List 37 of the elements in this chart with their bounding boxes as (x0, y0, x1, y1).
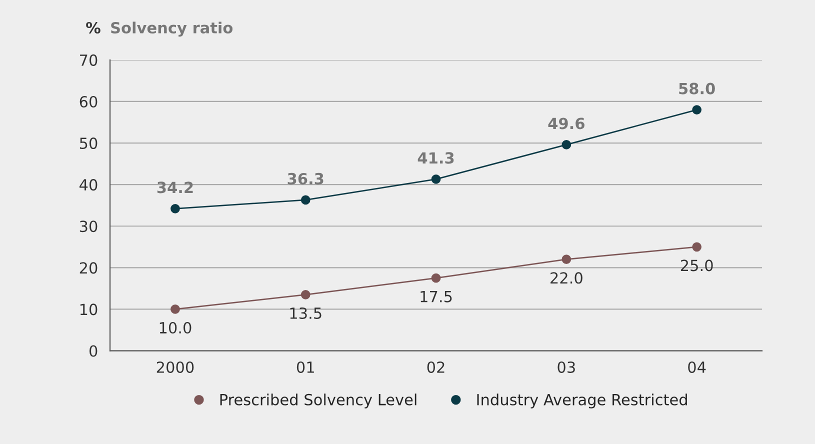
y-axis-title: % (86, 22, 100, 34)
x-tick-label: 01 (296, 361, 314, 374)
data-label: 25.0 (680, 260, 713, 272)
data-label: 58.0 (679, 82, 715, 94)
x-tick-label: 02 (427, 361, 444, 374)
point (300, 195, 310, 205)
data-label: 10.0 (160, 322, 192, 334)
data-label: 17.5 (420, 291, 452, 302)
y-tick-label: 10 (80, 304, 98, 316)
data-label: 41.3 (418, 152, 454, 164)
x-tick-label: 03 (558, 361, 575, 374)
y-tick-label: 60 (80, 96, 98, 108)
point (170, 204, 180, 214)
data-label: 49.6 (548, 118, 584, 130)
x-tick-label: 2000 (156, 361, 194, 374)
data-label: 36.3 (288, 172, 324, 184)
x-tick-label: 04 (688, 361, 706, 374)
data-label: 22.0 (550, 272, 582, 284)
y-tick-label: 30 (80, 220, 98, 232)
chart-title: Solvency ratio (111, 22, 233, 37)
point (692, 105, 702, 114)
legend-label: Prescribed Solvency Level (220, 394, 416, 408)
y-tick-label: 70 (80, 54, 98, 66)
y-tick-label: 0 (90, 345, 98, 357)
point (300, 290, 310, 300)
legend-label: Industry Average Restricted (477, 394, 687, 408)
data-label: 34.2 (157, 182, 193, 194)
point (431, 273, 441, 283)
point (562, 140, 572, 150)
y-tick-label: 40 (80, 179, 98, 191)
point (692, 242, 702, 252)
point (562, 254, 572, 264)
point (170, 304, 180, 314)
data-label: 13.5 (290, 307, 322, 319)
y-tick-label: 20 (80, 262, 98, 274)
y-tick-label: 50 (80, 137, 98, 150)
point (431, 174, 441, 184)
